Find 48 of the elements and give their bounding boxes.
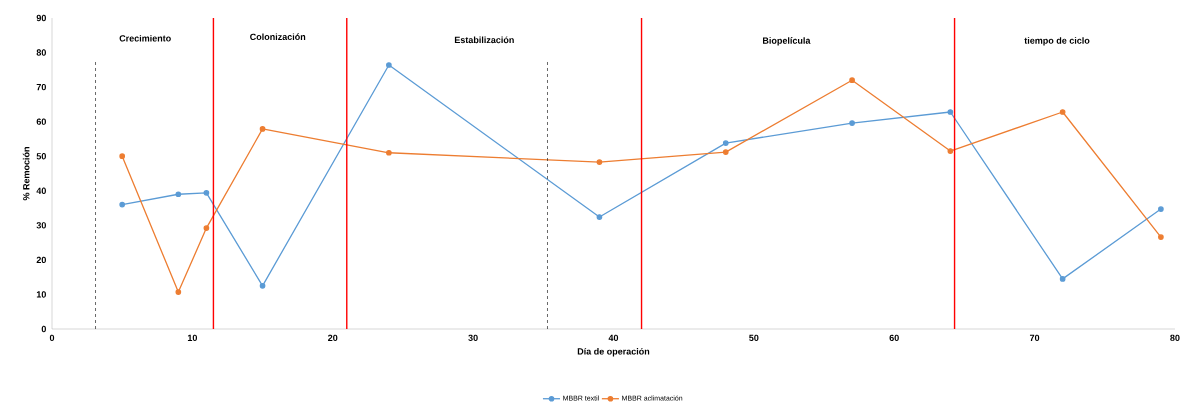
point [119, 201, 126, 208]
y-tick-label: 30 [36, 222, 46, 229]
y-tick-label: 40 [36, 187, 46, 194]
point [596, 214, 603, 220]
x-tick-label: 40 [608, 334, 619, 342]
x-tick-label: 70 [1029, 334, 1040, 342]
point [259, 126, 266, 132]
point [1158, 234, 1164, 240]
point [119, 153, 126, 160]
x-tick-label: 50 [749, 334, 759, 342]
point [849, 77, 855, 84]
annotation: Crecimiento [119, 34, 171, 42]
point [175, 191, 182, 198]
point [259, 282, 266, 289]
y-tick-label: 50 [36, 153, 46, 160]
y-tick-label: 0 [41, 325, 46, 333]
y-tick-label: 70 [36, 83, 46, 91]
x-tick-label: 80 [1170, 334, 1180, 342]
point [203, 190, 210, 196]
point [1158, 206, 1164, 212]
x-tick-label: 0 [49, 334, 55, 342]
point [849, 120, 855, 126]
y-tick-label: 20 [36, 256, 46, 264]
point [1059, 276, 1066, 282]
point [722, 140, 729, 146]
annotation: tiempo de ciclo [1024, 37, 1090, 46]
y-tick-label: 10 [36, 291, 46, 298]
point [386, 149, 392, 156]
y-tick-label: 90 [36, 14, 46, 22]
annotation: Biopelícula [763, 37, 811, 46]
y-axis-title: % Remoción [22, 147, 30, 201]
point [386, 62, 392, 68]
point [1059, 109, 1066, 115]
x-tick-label: 10 [187, 334, 198, 342]
y-tick-label: 80 [36, 49, 46, 56]
x-tick-label: 30 [468, 334, 478, 342]
y-tick-label: 60 [36, 118, 46, 125]
point [596, 159, 603, 165]
x-axis-title: Día de operación [577, 347, 650, 357]
point [947, 109, 954, 115]
annotation: Estabilización [454, 36, 514, 44]
point [175, 289, 182, 295]
point [947, 148, 954, 154]
point [203, 225, 210, 231]
point [722, 149, 729, 155]
x-tick-label: 20 [328, 334, 338, 342]
annotation: Colonización [250, 33, 306, 41]
x-tick-label: 60 [889, 334, 899, 342]
